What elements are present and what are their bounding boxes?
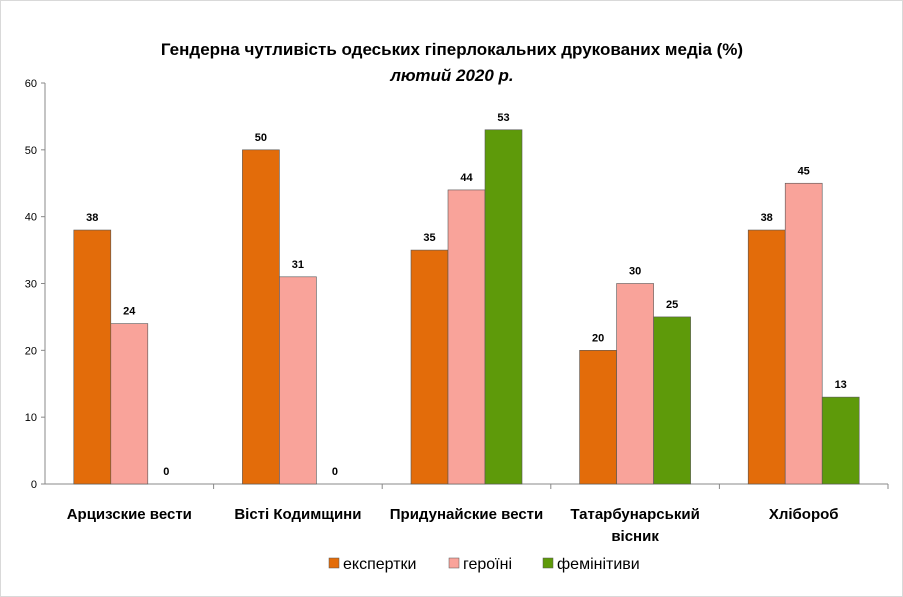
data-label: 45 — [798, 165, 810, 177]
y-tick-label: 20 — [25, 345, 37, 357]
data-label: 53 — [497, 112, 509, 124]
data-label: 13 — [835, 379, 847, 391]
x-category-label: Арцизские вести — [67, 506, 192, 523]
bar-героїні — [110, 323, 149, 485]
bar-фемінітиви — [821, 396, 860, 485]
bar-експертки — [579, 350, 617, 485]
y-tick-label: 10 — [25, 412, 37, 424]
data-label: 44 — [460, 172, 473, 184]
legend-label: фемінітиви — [557, 556, 640, 573]
bar-фемінітиви — [484, 129, 523, 485]
data-label: 50 — [255, 132, 267, 144]
data-label: 25 — [666, 299, 678, 311]
chart-title: Гендерна чутливість одеських гіперлокаль… — [161, 40, 743, 59]
bar-експертки — [747, 229, 786, 485]
y-tick-label: 60 — [25, 78, 37, 90]
y-tick-label: 40 — [25, 212, 37, 224]
x-category-label-cont: вісник — [611, 528, 659, 545]
data-label: 38 — [86, 212, 98, 224]
x-category-label: Придунайские вести — [390, 506, 544, 523]
data-label: 31 — [292, 259, 304, 271]
bar-героїні — [784, 182, 823, 485]
data-label: 24 — [123, 306, 136, 318]
y-tick-label: 0 — [31, 479, 37, 491]
x-category-label: Вісті Кодимщини — [234, 506, 361, 523]
data-label: 20 — [592, 332, 604, 344]
y-tick-label: 50 — [25, 145, 37, 157]
bar-експертки — [410, 249, 449, 485]
data-label: 38 — [761, 212, 773, 224]
data-label: 0 — [332, 466, 338, 478]
bar-героїні — [279, 276, 317, 485]
data-label: 0 — [163, 466, 169, 478]
x-category-label: Хлібороб — [769, 506, 839, 523]
y-tick-label: 30 — [25, 279, 37, 291]
bar-фемінітиви — [653, 316, 691, 485]
bar-героїні — [616, 283, 654, 485]
legend-label: героїні — [463, 556, 512, 573]
chart-subtitle: лютий 2020 р. — [389, 66, 513, 85]
bar-експертки — [242, 149, 280, 485]
data-label: 30 — [629, 266, 641, 278]
legend-swatch-експертки — [328, 557, 340, 569]
legend-label: експертки — [343, 556, 416, 573]
bar-експертки — [73, 229, 112, 485]
data-label: 35 — [423, 232, 435, 244]
legend-swatch-героїні — [448, 557, 460, 569]
bar-героїні — [447, 189, 486, 485]
legend-swatch-фемінітиви — [542, 557, 554, 569]
x-category-label: Татарбунарський — [570, 506, 699, 523]
